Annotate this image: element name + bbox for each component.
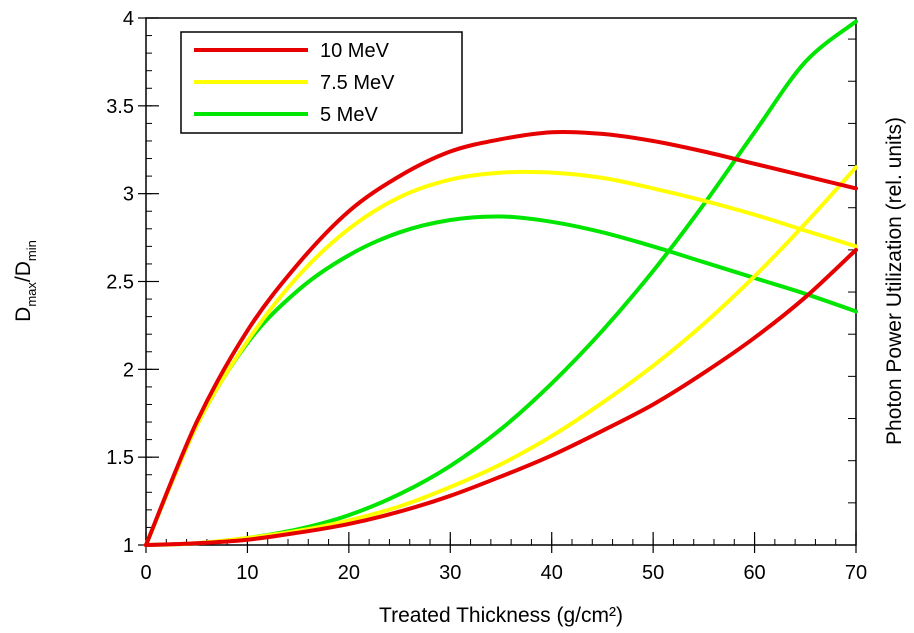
secondary-y-axis-title: Photon Power Utilization (rel. units) <box>883 117 906 445</box>
y-tick-label: 1.5 <box>106 447 134 469</box>
legend-label-10-mev: 10 MeV <box>320 40 390 62</box>
y-tick-label: 1 <box>123 535 134 557</box>
y-tick-label: 4 <box>123 8 134 30</box>
x-tick-label: 10 <box>236 562 258 584</box>
series-10-mev-ratio-line <box>144 129 858 547</box>
x-tick-label: 30 <box>439 562 461 584</box>
legend-label-7-5-mev: 7.5 MeV <box>320 72 395 94</box>
x-tick-label: 0 <box>140 562 151 584</box>
y-axis-title-slash: /D <box>12 261 35 282</box>
series-5-mev-ratio-line <box>144 214 858 547</box>
y-tick-label: 3 <box>123 184 134 206</box>
y-tick-labels: 1 1.5 2 2.5 3 3.5 4 <box>106 8 134 557</box>
x-tick-label: 50 <box>642 562 664 584</box>
x-tick-labels: 0 10 20 30 40 50 60 70 <box>140 562 867 584</box>
series-layer <box>144 19 858 547</box>
y-tick-label: 2 <box>123 359 134 381</box>
y-axis-title-main: D <box>12 307 35 322</box>
y-axis-title: Dmax/Dmin <box>12 240 39 322</box>
x-tick-label: 60 <box>743 562 765 584</box>
series-7-5-mev-ratio-line <box>144 169 858 547</box>
x-tick-label: 20 <box>338 562 360 584</box>
x-tick-label: 40 <box>541 562 563 584</box>
y-tick-label: 2.5 <box>106 272 134 294</box>
x-axis-title: Treated Thickness (g/cm²) <box>379 604 623 627</box>
legend-items: 10 MeV 7.5 MeV 5 MeV <box>194 40 395 126</box>
y-tick-label: 3.5 <box>106 96 134 118</box>
y-axis-title-sub-max: max <box>24 282 39 307</box>
legend-label-5-mev: 5 MeV <box>320 104 378 126</box>
legend: 10 MeV 7.5 MeV 5 MeV <box>180 31 463 134</box>
x-tick-label: 70 <box>845 562 867 584</box>
major-ticks <box>138 17 857 553</box>
series-7-5-mev-utilization-line <box>144 165 858 547</box>
y-axis-title-sub-min: min <box>24 240 39 261</box>
series-10-mev-utilization-line <box>144 247 858 547</box>
